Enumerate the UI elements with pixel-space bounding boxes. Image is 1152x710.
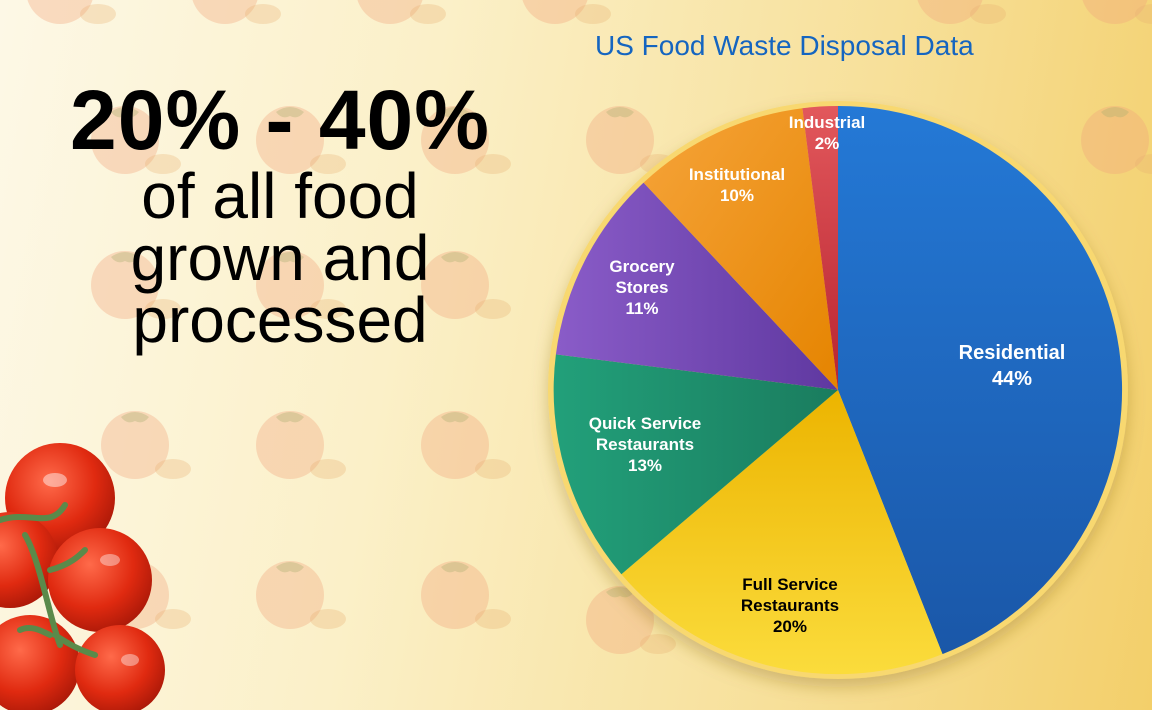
label-institutional-value: 10% xyxy=(719,186,755,205)
label-institutional: Institutional 10% xyxy=(689,164,785,206)
chart-title: US Food Waste Disposal Data xyxy=(595,30,974,61)
label-grocery: Grocery Stores 11% xyxy=(609,256,674,319)
label-quick-service: Quick Service Restaurants 13% xyxy=(589,413,701,476)
slice-grocery xyxy=(555,182,838,390)
label-grocery-name-1: Grocery xyxy=(609,257,675,276)
label-grocery-value: 11% xyxy=(625,299,659,318)
label-full-service-name-2: Restaurants xyxy=(740,596,840,615)
headline-line-2: grown and xyxy=(130,222,430,294)
label-institutional-name: Institutional xyxy=(688,165,786,184)
headline-line-1: of all food xyxy=(141,160,419,232)
slice-full-service xyxy=(621,390,943,675)
label-residential: Residential 44% xyxy=(959,340,1066,392)
label-full-service-value: 20% xyxy=(772,617,808,636)
slice-residential xyxy=(838,106,1123,655)
label-industrial-value: 2% xyxy=(814,134,840,153)
label-quick-service-name-1: Quick Service xyxy=(588,414,702,433)
slice-institutional xyxy=(643,108,838,390)
label-residential-name: Residential xyxy=(958,342,1066,364)
label-quick-service-name-2: Restaurants xyxy=(595,435,695,454)
label-full-service: Full Service Restaurants 20% xyxy=(741,574,839,637)
slice-quick-service xyxy=(553,354,838,575)
headline: 20% - 40% of all food grown and processe… xyxy=(40,73,520,356)
label-industrial: Industrial 2% xyxy=(789,112,866,154)
label-residential-value: 44% xyxy=(991,368,1033,390)
label-quick-service-value: 13% xyxy=(627,456,663,475)
headline-range: 20% - 40% xyxy=(70,73,490,167)
tomato-vine-image xyxy=(0,443,165,710)
label-grocery-name-2: Stores xyxy=(615,278,669,297)
label-full-service-name-1: Full Service xyxy=(742,575,838,594)
slice-industrial xyxy=(802,105,838,391)
headline-line-3: processed xyxy=(132,284,428,356)
label-industrial-name: Industrial xyxy=(788,113,866,132)
